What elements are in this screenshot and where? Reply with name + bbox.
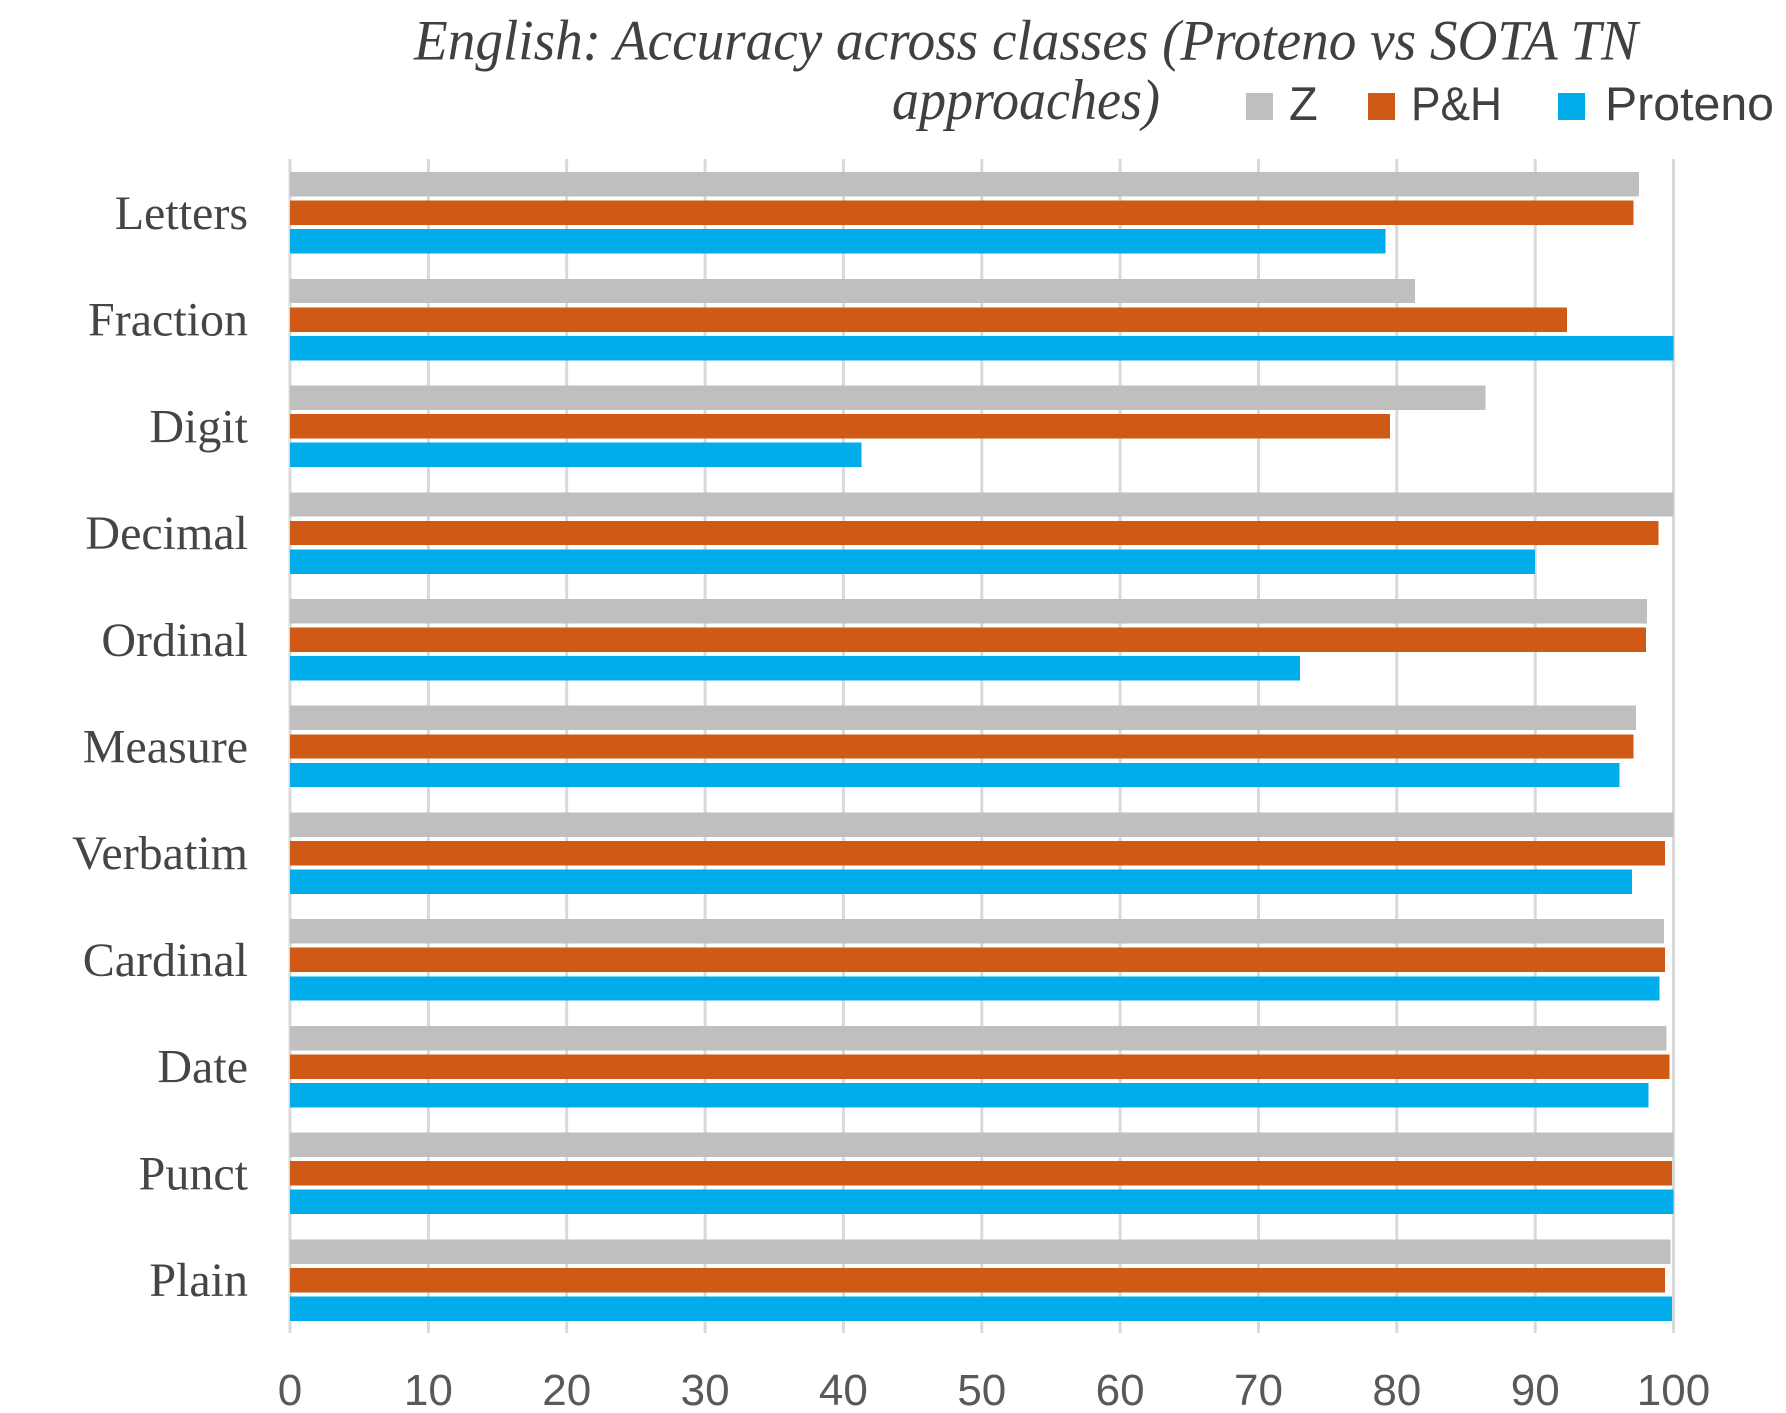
svg-text:10: 10 xyxy=(404,1366,453,1408)
svg-text:60: 60 xyxy=(1096,1366,1145,1408)
svg-text:20: 20 xyxy=(542,1366,591,1408)
svg-text:Verbatim: Verbatim xyxy=(72,827,248,880)
svg-text:Plain: Plain xyxy=(149,1254,248,1307)
svg-text:80: 80 xyxy=(1372,1366,1421,1408)
svg-text:P&H: P&H xyxy=(1411,77,1502,130)
svg-text:Letters: Letters xyxy=(115,187,248,240)
svg-text:50: 50 xyxy=(957,1366,1006,1408)
svg-text:0: 0 xyxy=(278,1366,302,1408)
svg-text:Ordinal: Ordinal xyxy=(101,614,248,667)
svg-text:Fraction: Fraction xyxy=(88,294,248,347)
svg-text:Decimal: Decimal xyxy=(85,507,248,560)
svg-text:Digit: Digit xyxy=(149,400,248,453)
svg-text:40: 40 xyxy=(819,1366,868,1408)
svg-text:Date: Date xyxy=(157,1041,248,1094)
svg-text:Proteno: Proteno xyxy=(1605,77,1774,130)
svg-text:approaches): approaches) xyxy=(892,69,1160,132)
svg-text:Punct: Punct xyxy=(139,1147,249,1200)
svg-text:70: 70 xyxy=(1234,1366,1283,1408)
svg-text:Measure: Measure xyxy=(83,721,248,774)
svg-text:Cardinal: Cardinal xyxy=(83,934,248,987)
svg-text:90: 90 xyxy=(1511,1366,1560,1408)
svg-text:English: Accuracy across class: English: Accuracy across classes (Proten… xyxy=(413,10,1641,73)
svg-text:100: 100 xyxy=(1637,1366,1710,1408)
svg-text:30: 30 xyxy=(681,1366,730,1408)
svg-text:Z: Z xyxy=(1289,77,1318,130)
